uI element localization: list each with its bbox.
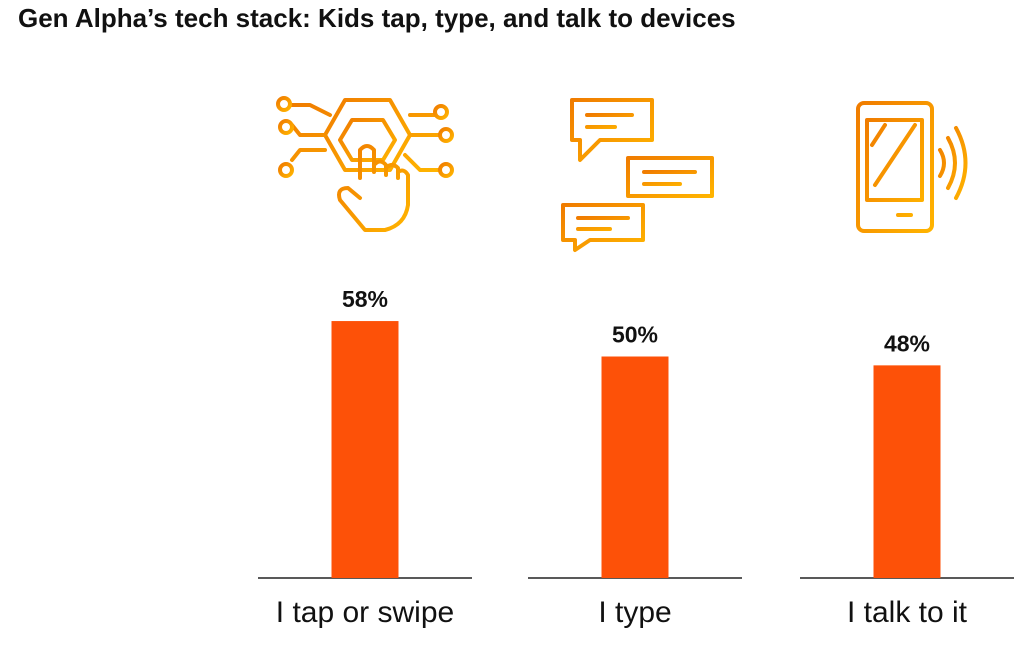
value-label: 48% [884,330,930,356]
value-label: 50% [612,322,658,348]
category-label: I type [598,596,671,629]
bar [331,321,399,578]
icon-tap [276,96,454,232]
category-label: I tap or swipe [276,596,454,629]
icon-talk [856,101,968,233]
chart-title: Gen Alpha’s tech stack: Kids tap, type, … [18,3,736,33]
category-label: I talk to it [847,596,968,629]
bar [873,365,941,578]
icon-type [561,98,714,252]
value-label: 58% [342,286,388,312]
bar [601,356,669,578]
